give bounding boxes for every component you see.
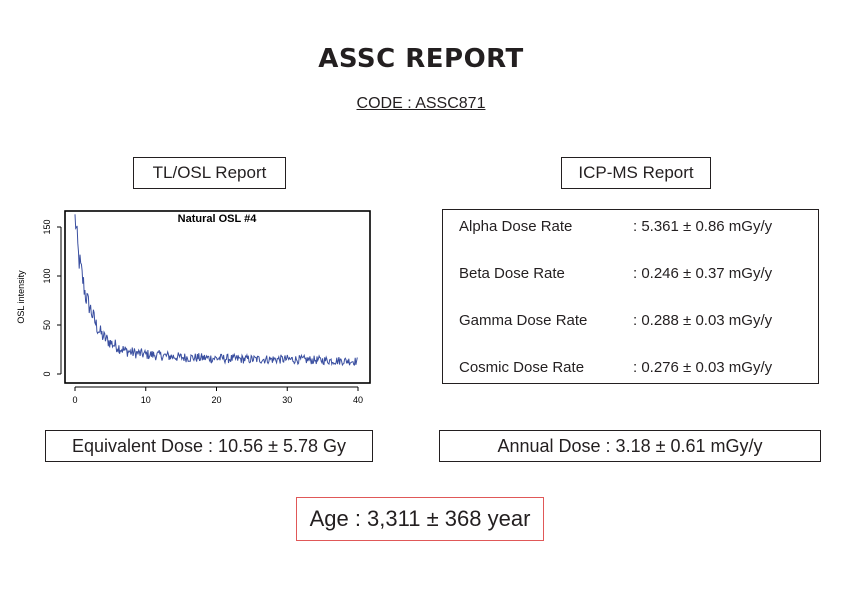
- report-title: ASSC REPORT: [318, 44, 524, 74]
- chart-title: Natural OSL #4: [178, 213, 258, 225]
- x-tick-label: 0: [72, 395, 77, 405]
- y-tick-label: 0: [42, 371, 52, 376]
- x-tick-label: 30: [282, 395, 292, 405]
- gamma-dose-value: : 0.288 ± 0.03 mGy/y: [633, 312, 773, 329]
- x-tick-label: 20: [211, 395, 221, 405]
- y-tick-label: 150: [42, 219, 52, 234]
- cosmic-dose-value: : 0.276 ± 0.03 mGy/y: [633, 359, 773, 376]
- age-result-box: Age : 3,311 ± 368 year: [296, 497, 544, 541]
- report-code: CODE : ASSC871: [356, 95, 486, 112]
- x-tick-label: 40: [353, 395, 363, 405]
- alpha-dose-value: : 5.361 ± 0.86 mGy/y: [633, 218, 773, 235]
- y-tick-label: 50: [42, 320, 52, 330]
- alpha-dose-row: Alpha Dose Rate : 5.361 ± 0.86 mGy/y: [459, 217, 809, 237]
- icp-ms-report-label: ICP-MS Report: [561, 157, 711, 189]
- cosmic-dose-label: Cosmic Dose Rate: [459, 359, 585, 376]
- icp-ms-table: Alpha Dose Rate : 5.361 ± 0.86 mGy/y Bet…: [442, 209, 819, 384]
- alpha-dose-label: Alpha Dose Rate: [459, 218, 573, 235]
- beta-dose-label: Beta Dose Rate: [459, 265, 565, 282]
- tl-osl-report-label: TL/OSL Report: [133, 157, 286, 189]
- y-tick-label: 100: [42, 268, 52, 283]
- beta-dose-value: : 0.246 ± 0.37 mGy/y: [633, 265, 773, 282]
- x-tick-label: 10: [141, 395, 151, 405]
- beta-dose-row: Beta Dose Rate : 0.246 ± 0.37 mGy/y: [459, 264, 809, 284]
- cosmic-dose-row: Cosmic Dose Rate : 0.276 ± 0.03 mGy/y: [459, 358, 809, 378]
- annual-dose-box: Annual Dose : 3.18 ± 0.61 mGy/y: [439, 430, 821, 462]
- y-axis-label: OSL intensity: [16, 270, 26, 324]
- osl-series-line: [74, 214, 358, 367]
- plot-frame: [64, 210, 371, 384]
- osl-chart: Natural OSL #4 OSL intensity 0 10 20 30 40 0 5…: [16, 210, 371, 405]
- equivalent-dose-box: Equivalent Dose : 10.56 ± 5.78 Gy: [45, 430, 373, 462]
- chart-axes: 0 10 20 30 40 0 50 100 150: [42, 219, 363, 405]
- gamma-dose-row: Gamma Dose Rate : 0.288 ± 0.03 mGy/y: [459, 311, 809, 331]
- gamma-dose-label: Gamma Dose Rate: [459, 312, 588, 329]
